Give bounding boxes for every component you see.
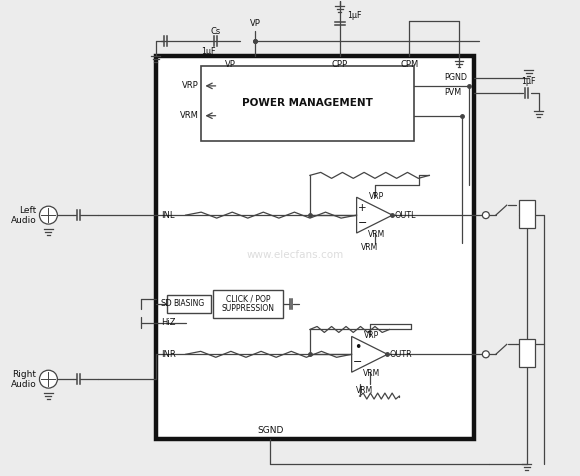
Bar bbox=[156, 56, 474, 439]
Bar bbox=[519, 339, 535, 367]
Bar bbox=[166, 295, 212, 313]
Bar bbox=[213, 290, 283, 317]
Circle shape bbox=[483, 351, 490, 358]
Text: Cs: Cs bbox=[211, 27, 220, 36]
Polygon shape bbox=[357, 197, 393, 233]
Text: www.elecfans.com: www.elecfans.com bbox=[246, 250, 343, 260]
Text: Audio: Audio bbox=[11, 380, 37, 388]
Text: HiZ: HiZ bbox=[161, 318, 175, 327]
Text: 1μF: 1μF bbox=[347, 11, 362, 20]
Bar bbox=[519, 200, 535, 228]
Text: PGND: PGND bbox=[444, 73, 467, 82]
Text: Right: Right bbox=[13, 370, 37, 379]
Text: VRM: VRM bbox=[361, 243, 378, 252]
Text: VRP: VRP bbox=[182, 81, 198, 90]
Text: VRM: VRM bbox=[180, 111, 198, 120]
Circle shape bbox=[483, 212, 490, 218]
Text: SGND: SGND bbox=[257, 426, 283, 436]
Text: CPM: CPM bbox=[400, 60, 418, 69]
Text: +: + bbox=[358, 203, 367, 213]
Text: •: • bbox=[354, 341, 361, 354]
Text: Left: Left bbox=[19, 206, 37, 215]
Text: 1μF: 1μF bbox=[201, 47, 216, 56]
Text: VRP: VRP bbox=[369, 192, 384, 201]
Text: OUTL: OUTL bbox=[394, 211, 416, 219]
Text: VP: VP bbox=[225, 60, 236, 69]
Text: SUPPRESSION: SUPPRESSION bbox=[222, 304, 275, 313]
Text: VRM: VRM bbox=[368, 229, 385, 238]
Text: INR: INR bbox=[161, 350, 176, 359]
Text: INL: INL bbox=[161, 211, 174, 219]
Text: VRP: VRP bbox=[364, 331, 379, 340]
Text: OUTR: OUTR bbox=[389, 350, 412, 359]
Text: CLICK / POP: CLICK / POP bbox=[226, 294, 270, 303]
Text: BIASING: BIASING bbox=[173, 299, 205, 308]
Text: POWER MANAGEMENT: POWER MANAGEMENT bbox=[242, 98, 373, 109]
Text: VRM: VRM bbox=[356, 386, 373, 395]
Text: Audio: Audio bbox=[11, 216, 37, 225]
Text: PVM: PVM bbox=[444, 89, 461, 98]
Text: VP: VP bbox=[250, 19, 260, 28]
Text: CPP: CPP bbox=[332, 60, 348, 69]
Text: VRM: VRM bbox=[363, 369, 380, 378]
Text: 1μF: 1μF bbox=[521, 78, 536, 87]
Text: SD: SD bbox=[161, 299, 172, 308]
Text: −: − bbox=[353, 357, 362, 367]
Circle shape bbox=[39, 206, 57, 224]
Polygon shape bbox=[351, 337, 387, 372]
Bar bbox=[201, 66, 414, 140]
Circle shape bbox=[39, 370, 57, 388]
Text: −: − bbox=[358, 218, 367, 228]
